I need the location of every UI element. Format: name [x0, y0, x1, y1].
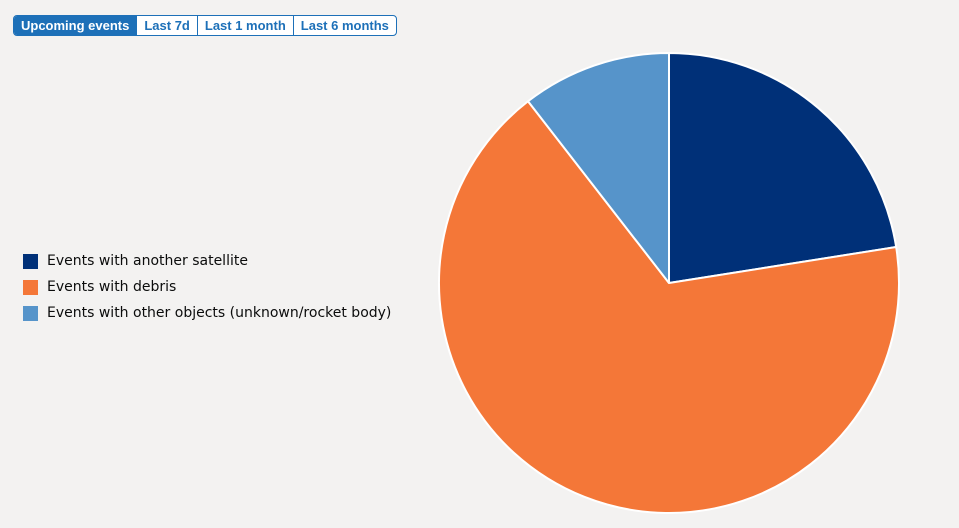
tab-last-6-months[interactable]: Last 6 months: [292, 16, 396, 35]
pie-slice-other-objects[interactable]: [527, 52, 670, 284]
legend-swatch-debris: [23, 279, 38, 295]
pie-slice-debris[interactable]: [438, 100, 900, 514]
legend-item-debris[interactable]: Events with debris: [23, 274, 391, 300]
legend-label-other-objects: Events with other objects (unknown/rocke…: [47, 305, 392, 321]
legend-item-another-satellite[interactable]: Events with another satellite: [23, 248, 391, 274]
tab-last-7d[interactable]: Last 7d: [136, 16, 197, 35]
legend-swatch-other-objects: [23, 305, 38, 321]
legend-item-other-objects[interactable]: Events with other objects (unknown/rocke…: [23, 300, 391, 326]
pie-slice-another-satellite[interactable]: [668, 52, 898, 284]
chart-legend: Events with another satellite Events wit…: [23, 248, 391, 326]
pie-chart: [438, 52, 900, 514]
legend-label-debris: Events with debris: [47, 279, 177, 295]
tab-last-1-month[interactable]: Last 1 month: [196, 16, 293, 35]
legend-swatch-another-satellite: [23, 253, 38, 269]
time-range-tabs: Upcoming events Last 7d Last 1 month Las…: [13, 15, 397, 36]
tab-upcoming-events[interactable]: Upcoming events: [14, 16, 137, 35]
legend-label-another-satellite: Events with another satellite: [47, 253, 248, 269]
